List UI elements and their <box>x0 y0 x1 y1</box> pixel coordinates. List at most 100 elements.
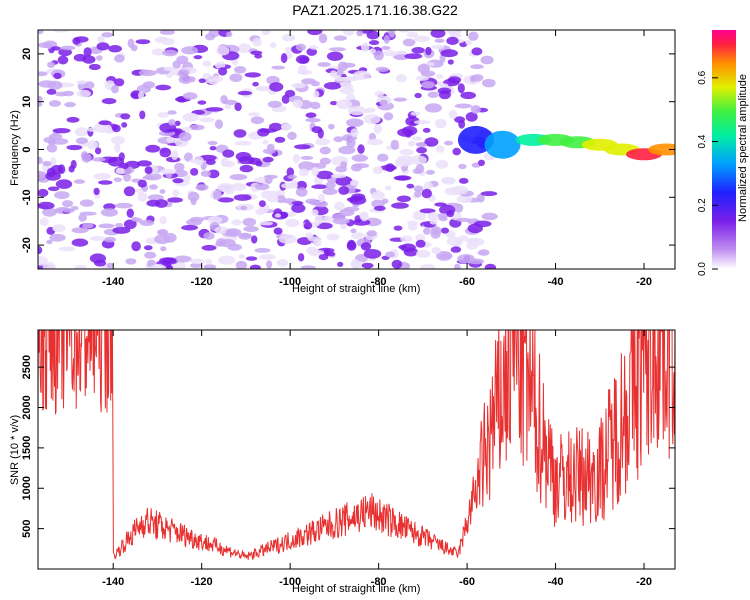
spectrogram-blob <box>207 140 218 146</box>
spectrogram-blob <box>300 155 314 160</box>
spectrogram-blob <box>448 109 458 120</box>
spectrogram-blob <box>222 160 236 168</box>
spectrogram-blob <box>369 48 377 54</box>
spectrogram-blob <box>470 105 481 114</box>
bottom-y-tick-label: 1000 <box>21 476 33 500</box>
spectrogram-blob <box>306 246 318 255</box>
top-x-tick-label: -80 <box>371 276 387 288</box>
spectrogram-blob <box>190 258 206 265</box>
spectrogram-blob <box>137 179 147 188</box>
spectrogram-blob <box>103 203 116 211</box>
spectrogram-blob <box>82 222 94 229</box>
spectrogram-blob <box>114 202 133 209</box>
spectrogram-blob <box>162 49 178 57</box>
spectrogram-blob <box>183 175 191 182</box>
spectrogram-blob <box>135 188 144 193</box>
spectrogram-blob <box>224 104 232 110</box>
spectrogram-blob <box>38 245 43 255</box>
spectrogram-blob <box>377 153 389 162</box>
spectrogram-blob <box>190 263 203 268</box>
spectrogram-blob <box>297 253 305 262</box>
spectrogram-blob <box>113 177 123 182</box>
spectrogram-blob <box>245 256 258 261</box>
spectrogram-blob <box>251 235 258 244</box>
spectrogram-blob <box>333 201 345 211</box>
spectrogram-blob <box>144 251 157 259</box>
spectrogram-blob <box>447 76 462 84</box>
spectrogram-blob <box>309 45 319 50</box>
spectrogram-blob <box>435 159 449 169</box>
spectrogram-blob <box>413 120 431 125</box>
spectrogram-blob <box>242 217 257 227</box>
spectrogram-blob <box>159 216 167 225</box>
spectrogram-blob <box>203 264 217 269</box>
spectrogram-blob <box>361 262 374 269</box>
spectrogram-blob <box>234 66 247 74</box>
spectrogram-blob <box>76 80 87 85</box>
spectrogram-texture <box>38 30 498 269</box>
spectrogram-blob <box>163 66 176 72</box>
spectrogram-blob <box>269 42 277 49</box>
spectrogram-blob <box>66 144 83 151</box>
bottom-y-tick-label: 500 <box>21 519 33 537</box>
spectrogram-blob <box>239 164 254 173</box>
spectrogram-blob <box>214 61 226 69</box>
spectrogram-blob <box>385 185 392 191</box>
spectrogram-blob <box>165 173 172 178</box>
spectrogram-blob <box>440 227 449 234</box>
spectrogram-blob <box>339 87 355 95</box>
spectrogram-blob <box>346 241 357 251</box>
spectrogram-blob <box>346 118 364 127</box>
spectrogram-blob <box>317 62 331 67</box>
spectrogram-blob <box>160 246 167 252</box>
spectrogram-blob <box>234 140 252 146</box>
bottom-x-tick-label: -80 <box>371 576 387 588</box>
spectrogram-blob <box>98 223 115 229</box>
spectrogram-blob <box>298 64 308 74</box>
spectrogram-blob <box>68 165 75 173</box>
spectrogram-blob <box>198 78 206 83</box>
spectrogram-blob <box>420 264 436 269</box>
spectrogram-blob <box>168 119 176 126</box>
spectrogram-blob <box>208 78 219 85</box>
spectrogram-blob <box>38 71 48 77</box>
spectrogram-blob <box>471 74 484 82</box>
spectrogram-blob <box>395 176 409 181</box>
spectrogram-blob <box>311 209 319 217</box>
spectrogram-blob <box>295 54 310 64</box>
spectrogram-blob <box>131 217 139 222</box>
spectrogram-blob <box>363 114 381 125</box>
spectrogram-blob <box>460 91 477 100</box>
spectrogram-blob <box>307 30 323 36</box>
spectrogram-blob <box>427 91 439 98</box>
spectrogram-blob <box>269 82 284 92</box>
top-x-tick-label: -20 <box>636 276 652 288</box>
spectrogram-blob <box>96 42 110 51</box>
spectrogram-blob <box>434 118 447 129</box>
spectrogram-blob <box>257 128 270 137</box>
spectrogram-blob <box>155 84 172 91</box>
spectrogram-blob <box>322 188 338 195</box>
spectrogram-blob <box>454 263 461 269</box>
spectrogram-blob <box>217 183 235 193</box>
spectrogram-blob <box>212 190 222 200</box>
spectrogram-blob <box>271 65 286 70</box>
colorbar-tick-label: 0.6 <box>697 70 708 84</box>
spectrogram-blob <box>53 72 62 80</box>
spectrogram-blob <box>307 236 322 242</box>
spectrogram-blob <box>233 129 247 138</box>
spectrogram-blob <box>199 117 215 123</box>
spectrogram-blob <box>334 77 353 82</box>
colorbar-tick-label: 0.2 <box>697 198 708 212</box>
spectrogram-blob <box>47 61 56 68</box>
spectrogram-blob <box>62 208 75 213</box>
spectrogram-blob <box>311 184 329 189</box>
spectrogram-blob <box>349 179 359 186</box>
spectrogram-blob <box>329 70 338 78</box>
spectrogram-blob <box>416 143 428 147</box>
spectrogram-blob <box>89 253 106 264</box>
spectrogram-blob <box>71 227 89 234</box>
bottom-y-tick-label: 2500 <box>21 355 33 379</box>
bottom-x-tick-label: -140 <box>102 576 124 588</box>
